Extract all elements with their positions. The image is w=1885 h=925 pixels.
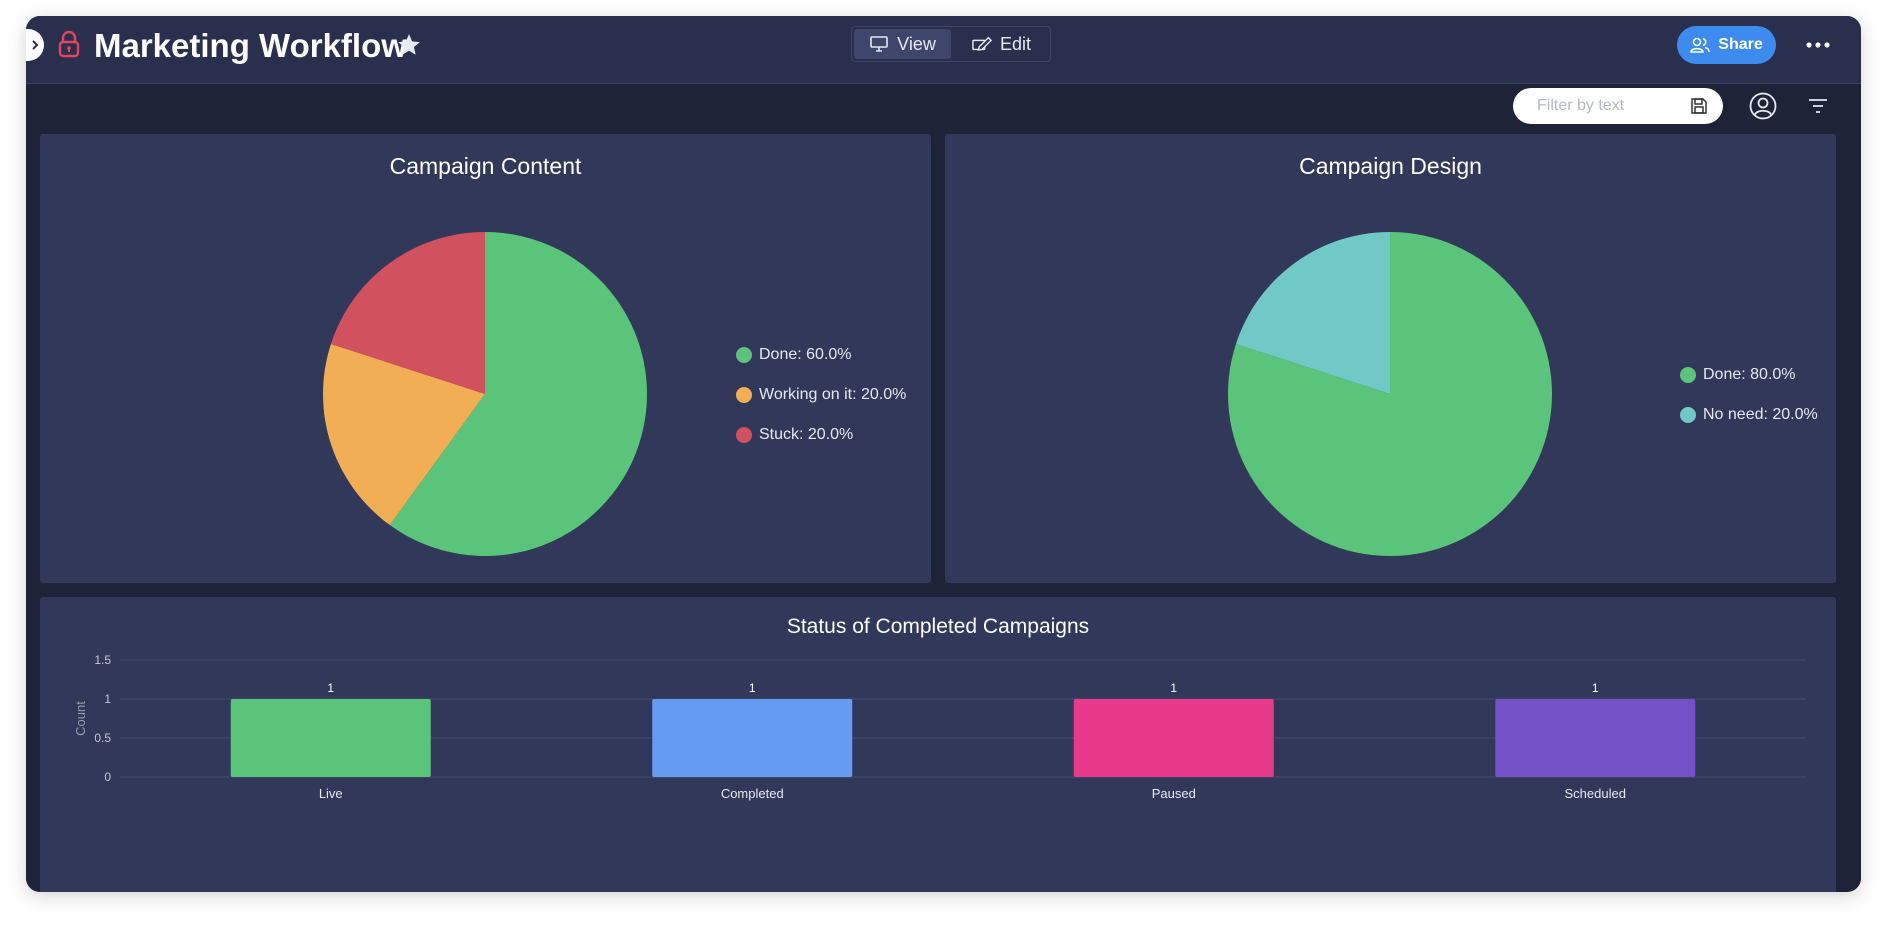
filter-icon[interactable] <box>1807 97 1829 115</box>
completed-campaigns-bar-chart: 0 0.5 1 1.5 Count 1 Live 1 Completed 1 Paused 1 Sche… <box>73 653 1806 801</box>
bar-data-label: 1 <box>749 681 756 695</box>
view-edit-toggle: View Edit <box>851 26 1051 62</box>
pie-slice-done[interactable] <box>389 232 648 556</box>
filter-input[interactable] <box>1535 96 1689 116</box>
bar-scheduled[interactable] <box>1495 699 1696 777</box>
widget-title: Status of Completed Campaigns <box>786 615 1090 638</box>
dashboard-board: Campaign Content Done: 60.0% Working on … <box>26 130 1861 892</box>
edit-button[interactable]: Edit <box>953 27 1050 61</box>
legend-dot <box>736 387 752 403</box>
view-button[interactable]: View <box>854 29 951 59</box>
users-icon <box>1690 37 1711 53</box>
more-options-icon[interactable] <box>1804 38 1832 52</box>
bar-completed[interactable] <box>652 699 853 777</box>
dashboard-toolbar <box>26 84 1861 130</box>
y-tick-label: 1 <box>104 692 111 706</box>
legend-dot <box>736 347 752 363</box>
legend-item-stuck: Stuck: 20.0% <box>736 415 906 455</box>
x-tick-label: Completed <box>721 786 784 801</box>
legend-label: Stuck: 20.0% <box>759 426 854 443</box>
y-axis-label: Count <box>73 701 88 736</box>
bar-paused[interactable] <box>1073 699 1274 777</box>
completed-campaigns-widget: Status of Completed Campaigns 0 0.5 1 1.5 Co… <box>40 597 1836 892</box>
y-tick-label: 0.5 <box>94 731 111 745</box>
page-title: Marketing Workflow <box>94 27 407 64</box>
chart-legend: Done: 60.0% Working on it: 20.0% Stuck: … <box>736 335 906 455</box>
widget-title: Campaign Design <box>1299 153 1482 179</box>
x-tick-label: Scheduled <box>1565 786 1626 801</box>
legend-dot <box>1680 407 1696 423</box>
share-label: Share <box>1718 36 1763 53</box>
pie-slice-working-on-it[interactable] <box>323 343 485 526</box>
legend-label: Working on it: 20.0% <box>759 386 907 403</box>
bar-data-label: 1 <box>1170 681 1177 695</box>
y-tick-label: 1.5 <box>94 653 111 667</box>
legend-item-no-need: No need: 20.0% <box>1680 395 1818 435</box>
legend-label: Done: 60.0% <box>759 346 852 363</box>
legend-label: Done: 80.0% <box>1703 366 1796 383</box>
legend-dot <box>736 427 752 443</box>
bar-live[interactable] <box>230 699 431 777</box>
campaign-content-pie-chart <box>323 232 648 556</box>
lock-icon <box>58 30 80 58</box>
chevron-right-icon <box>32 40 39 50</box>
bar-data-label: 1 <box>1592 681 1599 695</box>
share-button[interactable]: Share <box>1677 26 1776 64</box>
widget-title: Campaign Content <box>389 153 582 179</box>
campaign-design-widget: Campaign Design Done: 80.0% No need: 20.… <box>945 134 1836 583</box>
view-label: View <box>897 33 936 54</box>
legend-label: No need: 20.0% <box>1703 406 1818 423</box>
star-icon[interactable] <box>396 32 422 58</box>
edit-icon <box>972 36 992 51</box>
x-tick-label: Live <box>319 786 343 801</box>
board-header: Marketing Workflow View Edit <box>26 16 1861 84</box>
campaign-content-widget: Campaign Content Done: 60.0% Working on … <box>40 134 931 583</box>
y-tick-label: 0 <box>104 770 111 784</box>
x-tick-label: Paused <box>1152 786 1196 801</box>
save-icon[interactable] <box>1689 96 1709 116</box>
edit-label: Edit <box>999 33 1032 54</box>
legend-dot <box>1680 367 1696 383</box>
pie-slice-no-need[interactable] <box>1235 232 1390 394</box>
person-filter-icon[interactable] <box>1748 91 1778 121</box>
filter-box <box>1513 88 1723 124</box>
expand-sidebar-button[interactable] <box>26 29 44 61</box>
legend-item-working-on-it: Working on it: 20.0% <box>736 375 906 415</box>
dashboard-window: Marketing Workflow View Edit <box>26 16 1861 892</box>
chart-legend: Done: 80.0% No need: 20.0% <box>1680 355 1818 435</box>
monitor-icon <box>870 36 888 52</box>
legend-item-done: Done: 60.0% <box>736 335 906 375</box>
bar-data-label: 1 <box>327 681 334 695</box>
legend-item-done: Done: 80.0% <box>1680 355 1818 395</box>
campaign-design-pie-chart <box>1228 232 1552 556</box>
pie-slice-stuck[interactable] <box>330 232 485 394</box>
